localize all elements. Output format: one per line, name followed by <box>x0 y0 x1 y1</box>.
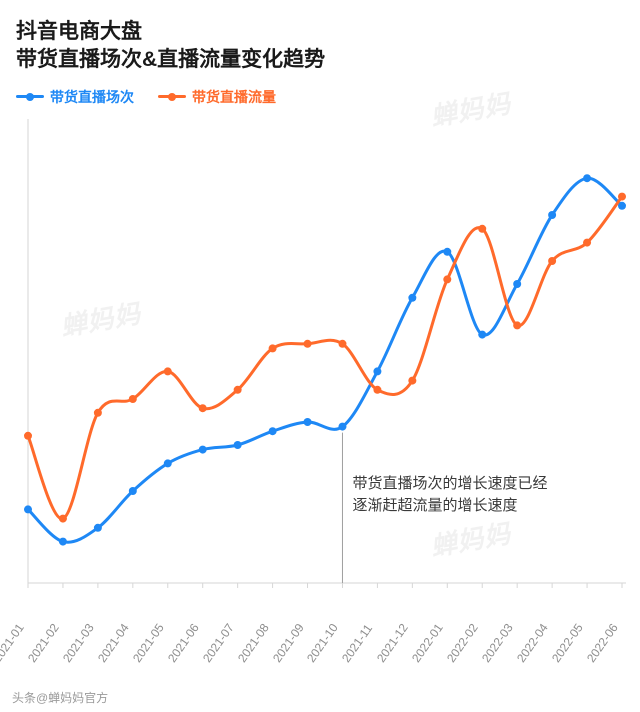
legend-item-series1: 带货直播场次 <box>16 87 134 107</box>
x-tick-label: 2021-03 <box>60 621 97 665</box>
x-tick-label: 2022-04 <box>514 621 551 665</box>
legend-label-1: 带货直播场次 <box>50 87 134 107</box>
x-tick-label: 2021-12 <box>374 621 411 665</box>
title-line-1: 抖音电商大盘 <box>16 20 142 43</box>
x-tick-label: 2021-04 <box>95 621 132 665</box>
title-line-2: 带货直播场次&直播流量变化趋势 <box>16 48 325 71</box>
x-tick-label: 2022-05 <box>549 621 586 665</box>
x-axis-labels: 2021-012021-022021-032021-042021-052021-… <box>10 619 630 679</box>
legend-swatch-1 <box>16 95 44 98</box>
annotation-text: 带货直播场次的增长速度已经 逐渐赶超流量的增长速度 <box>352 473 612 518</box>
line-chart-svg <box>10 113 630 673</box>
x-tick-label: 2022-02 <box>444 621 481 665</box>
annotation-line-1: 带货直播场次的增长速度已经 <box>352 475 547 492</box>
x-tick-label: 2021-05 <box>130 621 167 665</box>
legend-label-2: 带货直播流量 <box>192 87 276 107</box>
legend: 带货直播场次 带货直播流量 <box>10 87 632 107</box>
x-tick-label: 2022-03 <box>479 621 516 665</box>
x-tick-label: 2021-08 <box>235 621 272 665</box>
chart-area: 2021-012021-022021-032021-042021-052021-… <box>10 113 630 673</box>
x-tick-label: 2022-01 <box>409 621 446 665</box>
page-title: 抖音电商大盘 带货直播场次&直播流量变化趋势 <box>10 18 632 75</box>
annotation-line-2: 逐渐赶超流量的增长速度 <box>352 497 517 514</box>
x-tick-label: 2021-09 <box>270 621 307 665</box>
legend-item-series2: 带货直播流量 <box>158 87 276 107</box>
x-tick-label: 2021-06 <box>165 621 202 665</box>
x-tick-label: 2021-11 <box>339 621 375 664</box>
x-tick-label: 2021-01 <box>0 621 27 665</box>
x-tick-label: 2021-07 <box>200 621 237 665</box>
x-tick-label: 2021-02 <box>25 621 62 665</box>
x-tick-label: 2022-06 <box>584 621 621 665</box>
legend-swatch-2 <box>158 95 186 98</box>
x-tick-label: 2021-10 <box>304 621 341 665</box>
chart-container: 抖音电商大盘 带货直播场次&直播流量变化趋势 带货直播场次 带货直播流量 202… <box>0 0 640 712</box>
attribution: 头条@蝉妈妈官方 <box>12 689 108 706</box>
